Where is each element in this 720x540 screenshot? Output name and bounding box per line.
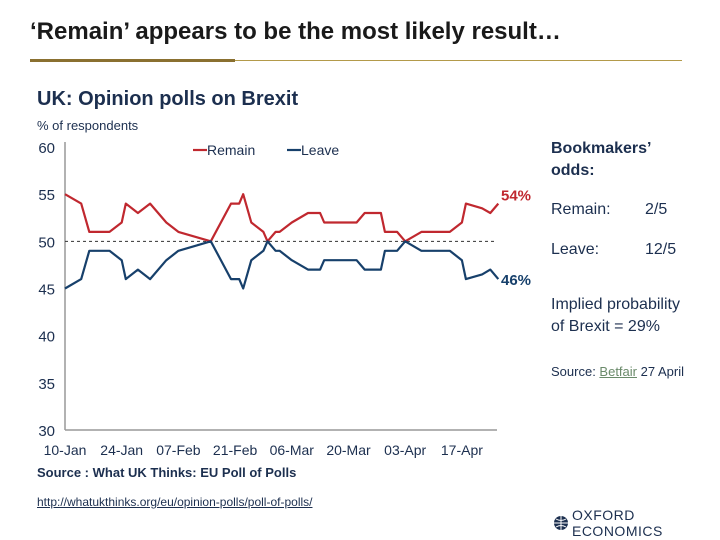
betfair-link[interactable]: Betfair [599, 364, 637, 379]
odds-remain-value: 2/5 [645, 201, 668, 218]
series-line-leave [64, 240, 500, 290]
y-tick-label: 40 [38, 329, 55, 346]
implied-line1: Implied probability [551, 296, 680, 313]
odds-remain-label: Remain: [551, 201, 611, 218]
y-tick-label: 45 [38, 282, 55, 299]
y-tick-label: 55 [38, 187, 55, 204]
oxford-economics-logo: OXFORD ECONOMICS [553, 507, 720, 539]
odds-remain: Remain: 2/5 [551, 201, 667, 219]
legend-label-leave: Leave [301, 142, 339, 158]
series-line-remain [64, 193, 500, 243]
title-rule-accent [30, 59, 235, 62]
implied-probability: Implied probability of Brexit = 29% [551, 294, 680, 338]
odds-title-line2: odds: [551, 162, 595, 179]
title-rule [30, 60, 682, 61]
odds-title-line1: Bookmakers’ [551, 140, 652, 157]
logo-text: OXFORD ECONOMICS [571, 507, 663, 539]
slide-title: ‘Remain’ appears to be the most likely r… [30, 18, 561, 45]
y-tick-label: 60 [38, 140, 55, 157]
x-tick-label: 06-Mar [270, 442, 315, 458]
x-tick-label: 17-Apr [441, 442, 483, 458]
odds-source: Source: Betfair 27 April [551, 364, 684, 379]
odds-leave: Leave: 12/5 [551, 241, 676, 259]
implied-line2: of Brexit = 29% [551, 318, 660, 335]
globe-icon [554, 516, 568, 530]
odds-source-suffix: 27 April [637, 364, 684, 379]
chart-source: Source : What UK Thinks: EU Poll of Poll… [37, 465, 297, 480]
x-tick-label: 03-Apr [384, 442, 426, 458]
odds-leave-value: 12/5 [645, 241, 677, 258]
end-label-leave: 46% [501, 272, 531, 289]
y-axis-label: % of respondents [37, 118, 139, 133]
x-tick-label: 20-Mar [326, 442, 371, 458]
odds-title: Bookmakers’ odds: [551, 138, 652, 182]
x-tick-label: 07-Feb [156, 442, 201, 458]
y-tick-label: 35 [38, 376, 55, 393]
source-link[interactable]: http://whatukthinks.org/eu/opinion-polls… [37, 495, 313, 509]
end-label-remain: 54% [501, 188, 531, 205]
chart-title: UK: Opinion polls on Brexit [37, 88, 299, 110]
x-tick-label: 21-Feb [213, 442, 258, 458]
y-tick-label: 50 [38, 234, 55, 251]
x-tick-label: 10-Jan [44, 442, 87, 458]
x-tick-label: 24-Jan [100, 442, 143, 458]
odds-leave-label: Leave: [551, 241, 600, 258]
y-tick-label: 30 [38, 423, 55, 440]
odds-source-prefix: Source: [551, 364, 600, 379]
legend-label-remain: Remain [207, 142, 255, 158]
